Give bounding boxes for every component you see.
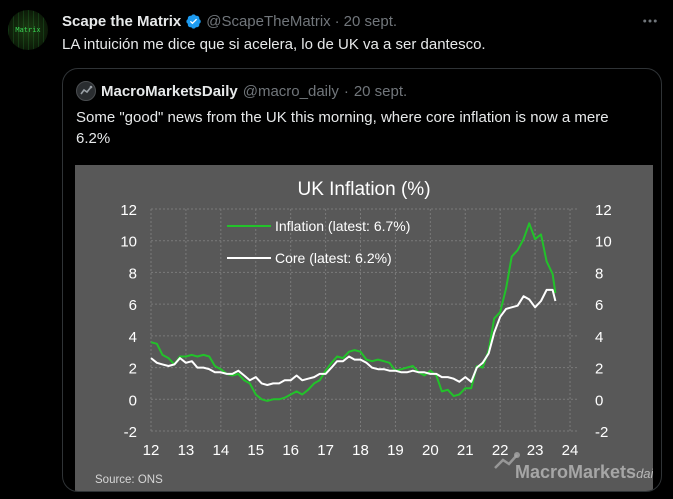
tweet-header: Scape the Matrix @ScapeTheMatrix · 20 se… <box>62 10 397 32</box>
x-tick-label: 17 <box>317 442 334 459</box>
quoted-header-separator: · <box>343 82 349 100</box>
avatar-matrix-rain <box>8 10 48 50</box>
x-tick-label: 16 <box>282 442 299 459</box>
y-axis-left: -2 0 2 4 6 8 10 12 <box>120 202 137 441</box>
chart-source: Source: ONS <box>95 474 163 486</box>
y-axis-right: -2 0 2 4 6 8 10 12 <box>595 202 612 441</box>
quoted-date: 20 sept. <box>353 82 408 100</box>
chart-legend: Inflation (latest: 6.7%) Core (latest: 6.… <box>227 218 410 266</box>
watermark-logo-icon <box>494 454 518 469</box>
x-tick-label: 12 <box>143 442 160 459</box>
y-tick-label-right: 4 <box>595 329 603 346</box>
more-dots-icon[interactable] <box>641 12 659 35</box>
quoted-author-handle: @macro_daily <box>242 82 339 100</box>
y-tick-label-left: 0 <box>129 392 137 409</box>
x-tick-label: 14 <box>212 442 229 459</box>
tweet-date[interactable]: 20 sept. <box>343 12 398 30</box>
quoted-author-avatar-icon <box>76 81 96 101</box>
y-tick-label-right: -2 <box>595 424 608 441</box>
y-tick-label-right: 8 <box>595 265 603 282</box>
y-tick-label-left: 12 <box>120 202 137 219</box>
quoted-author-name: MacroMarketsDaily <box>101 82 238 100</box>
x-axis: 12 13 14 15 16 17 18 19 20 21 22 23 24 <box>143 442 579 459</box>
x-tick-label: 15 <box>247 442 264 459</box>
quoted-text: Some "good" news from the UK this mornin… <box>76 109 609 147</box>
header-separator: · <box>334 12 340 30</box>
legend-label: Core (latest: 6.2%) <box>275 250 392 266</box>
y-tick-label-left: 10 <box>120 234 137 251</box>
y-tick-label-left: 6 <box>129 297 137 314</box>
author-handle[interactable]: @ScapeTheMatrix <box>206 12 331 30</box>
x-tick-label: 13 <box>178 442 195 459</box>
x-tick-label: 22 <box>492 442 509 459</box>
legend-label: Inflation (latest: 6.7%) <box>275 218 410 234</box>
y-tick-label-right: 12 <box>595 202 612 219</box>
core-inflation-line <box>150 288 557 386</box>
x-tick-label: 18 <box>352 442 369 459</box>
x-tick-label: 23 <box>527 442 544 459</box>
watermark-logo-dot <box>514 452 520 458</box>
watermark-text: MacroMarketsdaily <box>515 462 653 482</box>
quoted-tweet[interactable]: MacroMarketsDaily @macro_daily · 20 sept… <box>62 68 662 492</box>
y-tick-label-right: 10 <box>595 234 612 251</box>
tweet-text: LA intuición me dice que si acelera, lo … <box>62 36 486 53</box>
y-tick-label-left: 4 <box>129 329 137 346</box>
quoted-header: MacroMarketsDaily @macro_daily · 20 sept… <box>76 81 407 101</box>
y-tick-label-left: 2 <box>129 361 137 378</box>
avatar-text: Matrix <box>15 26 41 34</box>
author-avatar[interactable]: Matrix <box>8 10 48 50</box>
inflation-line <box>150 222 557 402</box>
x-tick-label: 21 <box>457 442 474 459</box>
verified-badge-icon <box>186 13 201 29</box>
author-name[interactable]: Scape the Matrix <box>62 12 182 30</box>
chart-image[interactable]: UK Inflation (%) -2 0 2 4 6 8 10 12 -2 0 2 4 6 8 10 12… <box>75 165 661 491</box>
x-tick-label: 19 <box>387 442 404 459</box>
x-tick-label: 24 <box>562 442 579 459</box>
chart-grid <box>150 208 577 432</box>
y-tick-label-left: -2 <box>124 424 137 441</box>
chart-series <box>150 222 557 402</box>
y-tick-label-left: 8 <box>129 265 137 282</box>
x-tick-label: 20 <box>422 442 439 459</box>
y-tick-label-right: 2 <box>595 361 603 378</box>
y-tick-label-right: 0 <box>595 392 603 409</box>
y-tick-label-right: 6 <box>595 297 603 314</box>
chart-background <box>75 165 653 491</box>
chart-title: UK Inflation (%) <box>297 179 430 200</box>
